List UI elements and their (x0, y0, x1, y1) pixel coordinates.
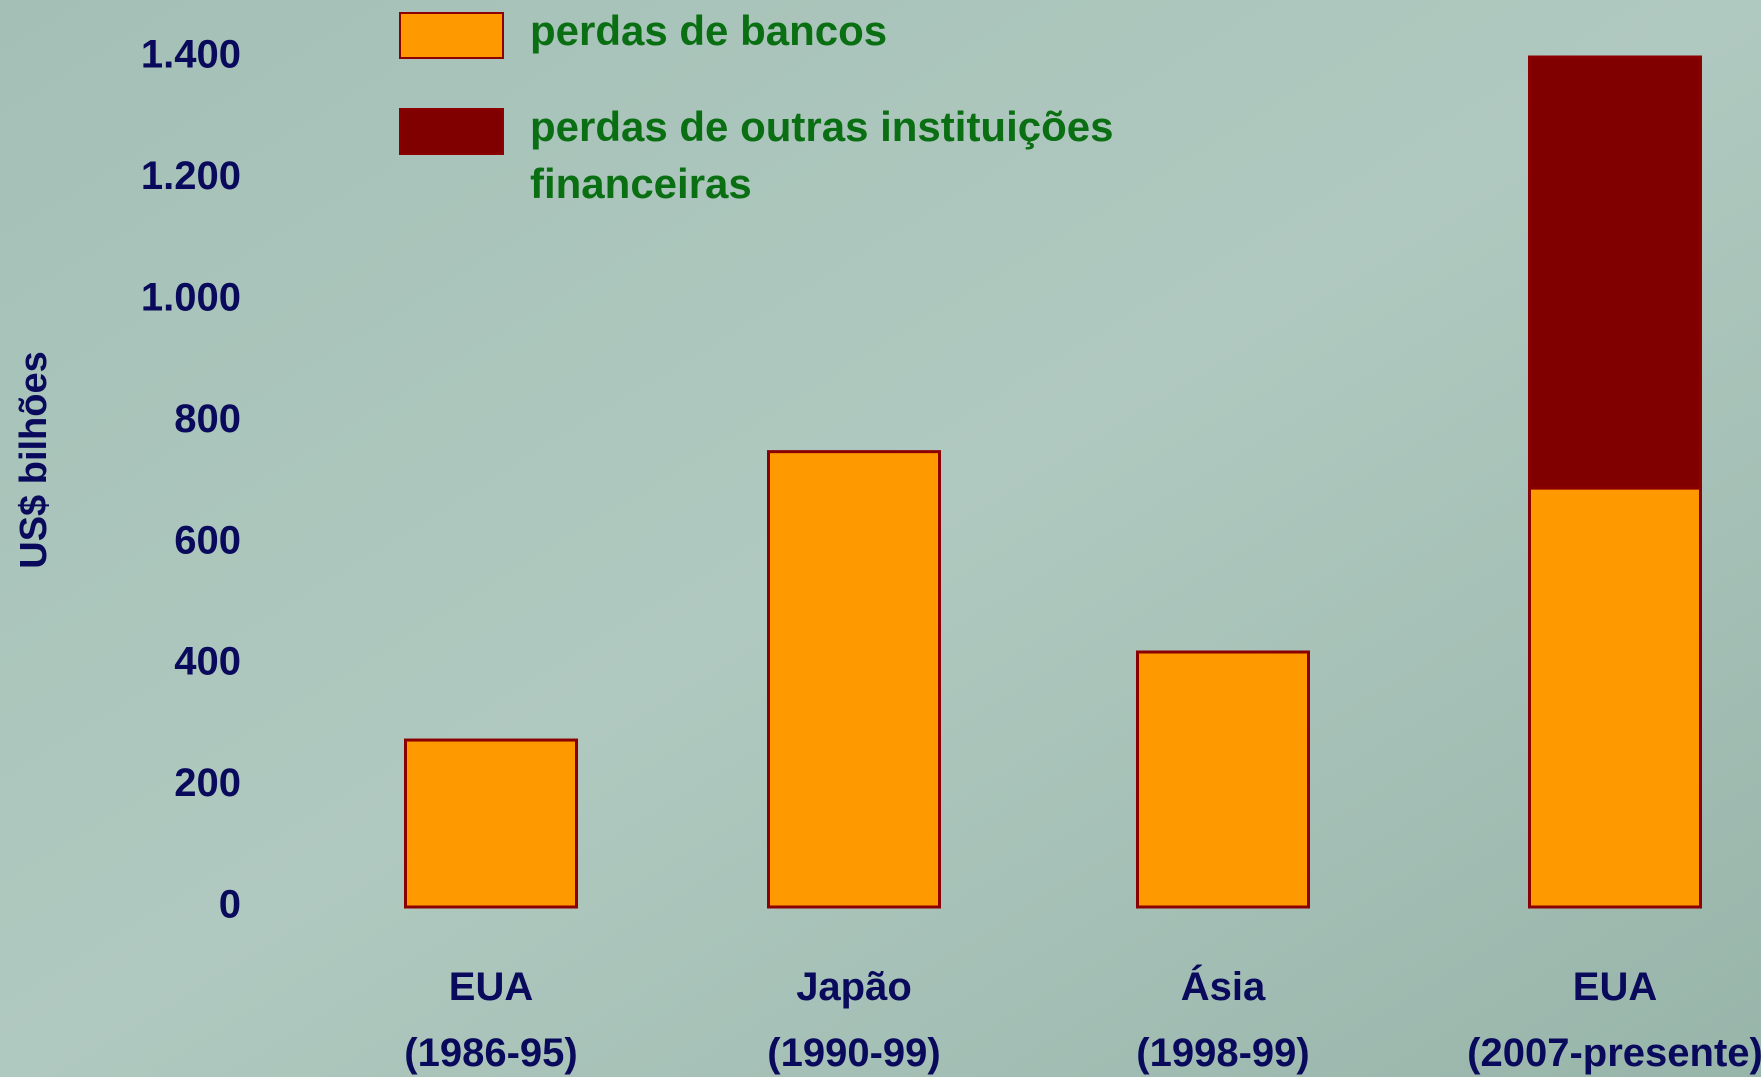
bar-segment (406, 740, 577, 907)
chart: US$ bilhões 0 200 400 600 800 1.000 1.200 1.400… (0, 0, 1761, 1077)
y-tick-label: 1.000 (141, 275, 241, 319)
y-tick-label: 1.200 (141, 154, 241, 198)
y-tick-label: 400 (174, 640, 241, 684)
legend-swatch (400, 109, 503, 154)
y-tick-label: 800 (174, 397, 241, 441)
y-tick-label: 200 (174, 761, 241, 805)
y-tick-label: 1.400 (141, 33, 241, 77)
y-axis-label: US$ bilhões (13, 351, 55, 569)
y-tick-label: 600 (174, 518, 241, 562)
y-tick-label: 0 (219, 883, 241, 927)
legend-swatch (400, 13, 503, 58)
bar-segment (1138, 652, 1309, 907)
bar-segment (769, 452, 940, 907)
bar-segment (1530, 488, 1701, 907)
legend-label: perdas de bancos (530, 7, 887, 54)
bar-segment (1530, 57, 1701, 488)
